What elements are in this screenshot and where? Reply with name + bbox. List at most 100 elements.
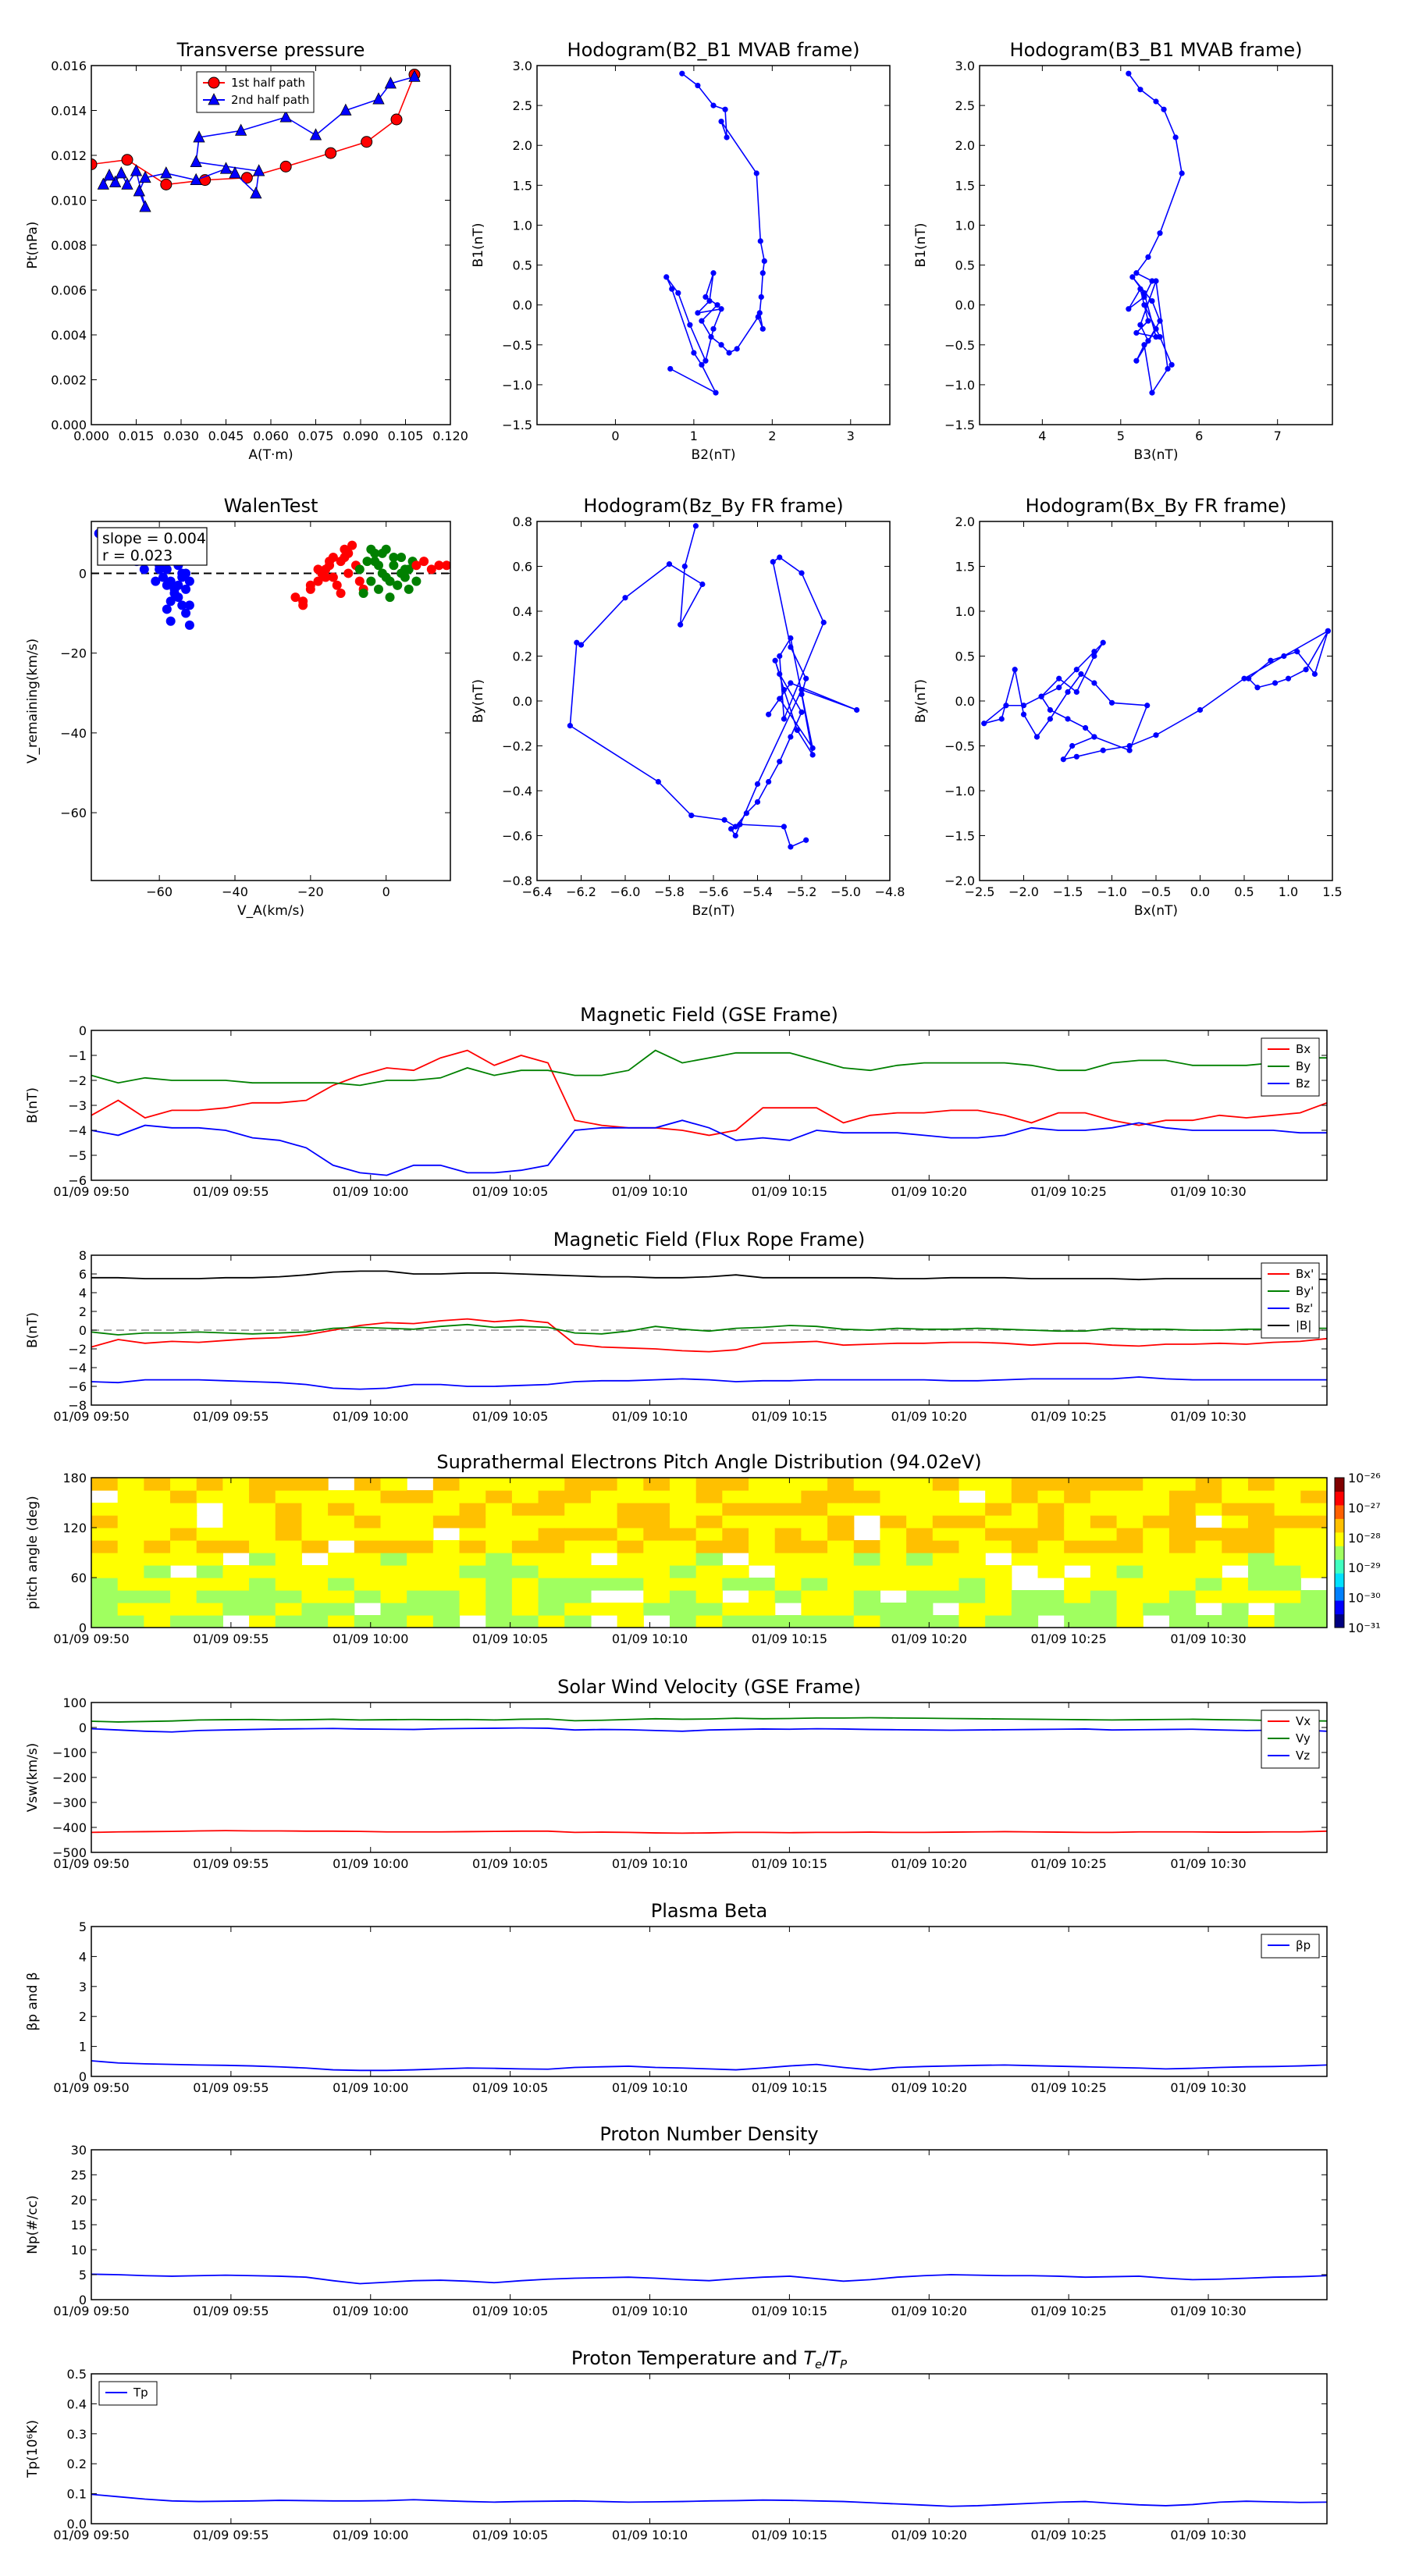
pad-cell [275, 1515, 303, 1528]
data-point [411, 576, 422, 586]
x-tick-label: 01/09 09:50 [53, 1856, 129, 1871]
y-tick-label: −1.5 [944, 418, 975, 432]
x-axis-label: A(T·m) [248, 447, 293, 463]
data-point [426, 564, 436, 575]
data-point [1091, 734, 1097, 740]
colorbar-tick-label: 10⁻²⁶ [1348, 1471, 1381, 1485]
pad-cell [1195, 1490, 1222, 1503]
y-tick-label: −6 [68, 1379, 87, 1394]
panel-walen_test: WalenTest −60 −40 −20 0 −60 −40 −20 0 V_A(km/s) V_… [25, 495, 451, 919]
data-point [695, 310, 701, 316]
pad-cell [1195, 1590, 1222, 1603]
pad-cell [906, 1590, 934, 1603]
pad-cell [354, 1590, 382, 1603]
x-tick-label: 01/09 09:55 [193, 2528, 269, 2542]
pad-cell [774, 1590, 802, 1603]
data-point [726, 350, 732, 356]
colorbar-segment [1335, 1559, 1344, 1574]
pad-cell [486, 1553, 513, 1566]
pad-cell [249, 1565, 276, 1578]
data-point [794, 727, 800, 733]
pad-cell [1011, 1503, 1039, 1516]
pad-cell [932, 1515, 960, 1528]
data-point [1091, 680, 1097, 686]
pad-cell [669, 1515, 697, 1528]
pad-cell [695, 1515, 723, 1528]
title-math-part: T [828, 2347, 841, 2369]
pad-cell [486, 1615, 513, 1628]
pad-cell [827, 1603, 855, 1616]
pad-cell [1247, 1553, 1275, 1566]
pad-cell [196, 1578, 224, 1591]
pad-cell [328, 1603, 355, 1616]
x-tick-label: 01/09 09:55 [193, 1184, 269, 1199]
panels-layer: Transverse pressure0.0000.0020.0040.0060… [25, 39, 1381, 2542]
pad-cell [801, 1478, 828, 1491]
x-tick-label: 01/09 10:05 [472, 2080, 548, 2095]
data-point [722, 106, 728, 112]
legend-label: By' [1296, 1284, 1314, 1298]
data-point [385, 592, 395, 603]
data-point [253, 164, 265, 176]
pad-cell [407, 1578, 434, 1591]
data-point [177, 600, 187, 610]
pad-cell [407, 1540, 434, 1553]
data-point [770, 559, 776, 565]
pad-cell [1011, 1540, 1039, 1553]
data-point [728, 826, 735, 832]
legend: 1st half path 2nd half path [196, 71, 315, 113]
pad-cell [1143, 1553, 1170, 1566]
x-tick-label: 1 [690, 429, 698, 443]
y-tick-label: −6 [68, 1173, 87, 1188]
pad-cell [275, 1540, 303, 1553]
pad-cell [749, 1603, 776, 1616]
colorbar-segment [1335, 1600, 1344, 1615]
x-tick-label: 01/09 10:00 [333, 1631, 408, 1646]
pad-cell [1064, 1528, 1091, 1541]
data-point [162, 604, 172, 614]
pad-cell [301, 1515, 329, 1528]
plot-frame [536, 65, 891, 425]
data-point [1145, 338, 1151, 344]
pad-cell [380, 1578, 407, 1591]
data-point [389, 560, 399, 571]
pad-cell [827, 1615, 855, 1628]
pad-cell [853, 1490, 881, 1503]
data-point [803, 837, 809, 843]
data-point [1133, 270, 1140, 276]
x-tick-label: 01/09 09:50 [53, 2080, 129, 2095]
x-tick-label: 01/09 09:50 [53, 1409, 129, 1424]
y-tick-label: 5 [79, 1920, 87, 1934]
pad-cell [880, 1615, 907, 1628]
data-point [1153, 278, 1159, 284]
panel-pad: Suprathermal Electrons Pitch Angle Distr… [25, 1451, 1381, 1646]
pad-cell [91, 1615, 119, 1628]
y-tick-label: 2.0 [955, 138, 975, 153]
pad-cell [774, 1528, 802, 1541]
y-axis-label: Pt(nPa) [25, 222, 41, 269]
data-point [695, 82, 701, 89]
pad-cell [275, 1478, 303, 1491]
y-tick-label: −3 [68, 1098, 87, 1113]
y-tick-label: 0.008 [51, 238, 87, 253]
data-point [799, 691, 805, 697]
pad-cell [827, 1490, 855, 1503]
y-tick-label: 0.6 [513, 560, 532, 575]
pad-cell [1064, 1578, 1091, 1591]
data-point [162, 580, 172, 590]
pad-cell [459, 1565, 486, 1578]
colorbar-frame [1334, 1477, 1345, 1628]
data-point [372, 92, 385, 105]
annotation-line: slope = 0.004 [102, 530, 206, 547]
pad-cell [354, 1615, 382, 1628]
pad-cell [695, 1528, 723, 1541]
data-point [714, 302, 720, 308]
data-point [229, 166, 241, 179]
pad-cell [801, 1590, 828, 1603]
y-tick-label: −0.5 [502, 338, 532, 353]
legend: Bx By Bz [1261, 1037, 1320, 1097]
data-point [734, 346, 740, 352]
pad-cell [906, 1490, 934, 1503]
x-axis-label: V_A(km/s) [237, 903, 304, 919]
pad-cell [827, 1503, 855, 1516]
